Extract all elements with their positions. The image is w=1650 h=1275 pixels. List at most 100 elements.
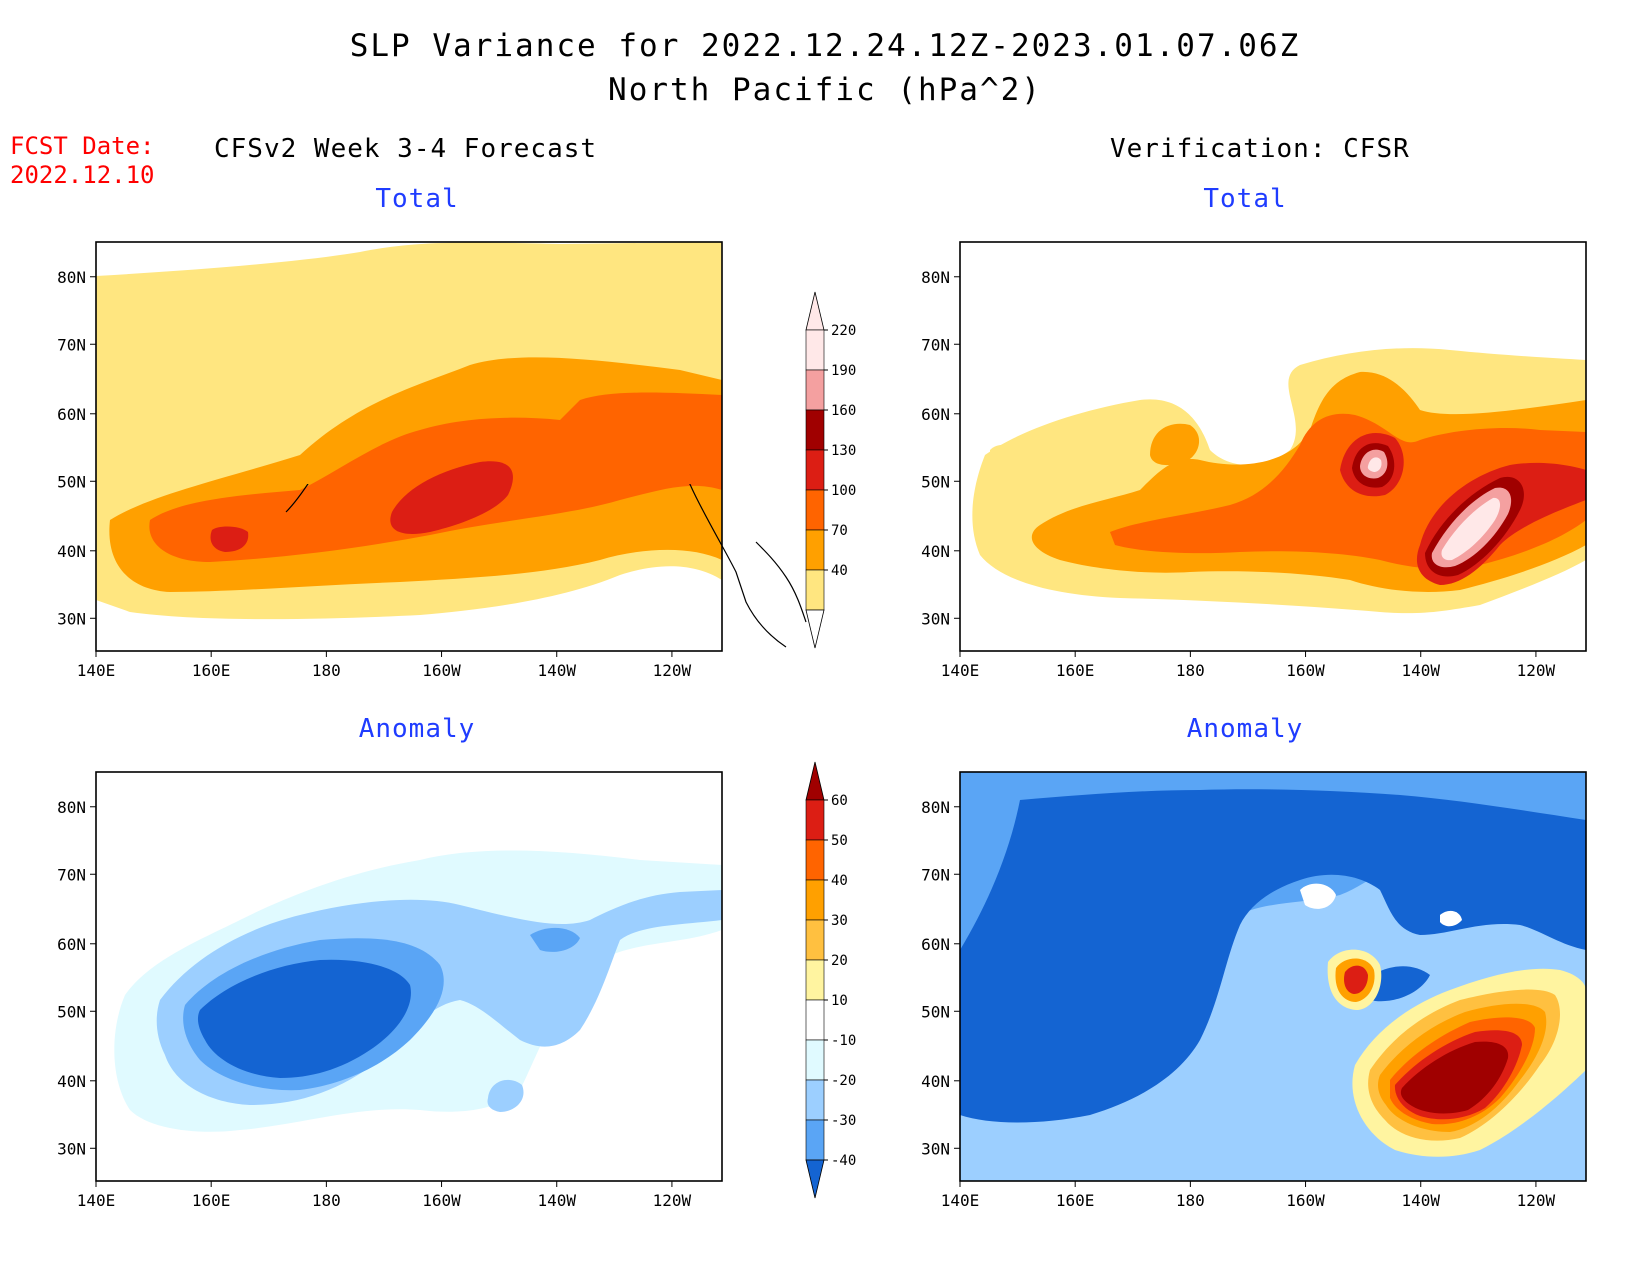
colorbar-total-label: 70 (831, 523, 848, 539)
lat-label: 60N (57, 935, 86, 954)
colorbar-anomaly-label: 40 (831, 873, 848, 889)
lon-label: 140E (77, 661, 116, 680)
lon-label: 140W (537, 661, 576, 680)
cbar-total-segment (805, 369, 825, 411)
lat-label: 30N (921, 609, 950, 628)
map-panel-bl: 80N 70N 60N 50N 40N 30N 140E 160E 180 160W 140W 120… (57, 771, 723, 1210)
coastline-tl (285, 484, 807, 648)
colorbar-total-label: 220 (831, 323, 856, 339)
lat-label: 50N (921, 472, 950, 491)
cbar-total-top-arrow (805, 291, 825, 331)
cbar-total-segment (805, 529, 825, 571)
colorbar-anomaly-label: -30 (831, 1113, 856, 1129)
lat-label: 40N (57, 542, 86, 561)
cbar-total-segment (805, 569, 825, 611)
colorbar-total-label: 100 (831, 483, 856, 499)
colorbar-total-label: 160 (831, 403, 856, 419)
colorbar-anomaly: 60 50 40 30 20 10 -10 -20 -30 -40 (805, 761, 856, 1199)
cbar-anom-top-arrow (805, 761, 825, 801)
cbar-anom-segment (805, 879, 825, 921)
lat-label: 50N (57, 472, 86, 491)
lat-label: 60N (57, 405, 86, 424)
map-frame-tr (959, 241, 1587, 652)
lat-label: 60N (921, 405, 950, 424)
cbar-anom-bottom-arrow (805, 1159, 825, 1199)
colorbar-anomaly-label: -10 (831, 1033, 856, 1049)
lat-label: 80N (57, 268, 86, 287)
verification-total-field (972, 348, 1586, 614)
cbar-anom-segment (805, 1119, 825, 1161)
lon-label: 180 (312, 661, 341, 680)
lat-label: 50N (57, 1002, 86, 1021)
lat-label: 60N (921, 935, 950, 954)
cbar-anom-segment (805, 1079, 825, 1121)
cbar-anom-segment (805, 999, 825, 1041)
cbar-total-segment (805, 489, 825, 531)
lon-label: 140W (537, 1191, 576, 1210)
lat-label: 80N (921, 268, 950, 287)
lat-label: 70N (921, 335, 950, 354)
lat-label: 40N (57, 1072, 86, 1091)
cbar-anom-segment (805, 1039, 825, 1081)
lon-label: 160E (192, 661, 231, 680)
cbar-anom-segment (805, 839, 825, 881)
lon-label: 140E (941, 1191, 980, 1210)
cbar-anom-segment (805, 799, 825, 841)
lon-label: 160W (1286, 661, 1325, 680)
cbar-total-segment (805, 449, 825, 491)
cbar-total-segment (805, 329, 825, 371)
forecast-anomaly-field (114, 850, 722, 1132)
verification-anomaly-field (960, 772, 1586, 1181)
lon-label: 160W (422, 661, 461, 680)
lat-label: 70N (921, 865, 950, 884)
lat-label: 30N (57, 1139, 86, 1158)
map-panel-tl: 80N 70N 60N 50N 40N 30N 140E 160E 180 160W 140W 120… (57, 241, 807, 680)
lat-label: 80N (921, 798, 950, 817)
map-frame-br (959, 771, 1587, 1182)
colorbar-anomaly-label: 10 (831, 993, 848, 1009)
lon-label: 140E (77, 1191, 116, 1210)
right-column-title: Verification: CFSR (1110, 134, 1410, 164)
lat-label: 40N (921, 1072, 950, 1091)
map-frames: 80N 70N 60N 50N 40N 30N 140E 160E 180 160W 140W 120… (57, 241, 1587, 1210)
lon-label: 140E (941, 661, 980, 680)
lat-label: 30N (921, 1139, 950, 1158)
colorbar-total-label: 40 (831, 563, 848, 579)
main-subtitle: North Pacific (hPa^2) (608, 72, 1042, 108)
cbar-anom-segment (805, 919, 825, 961)
map-frame-tl (95, 241, 723, 652)
lon-label: 180 (1176, 1191, 1205, 1210)
lon-label: 160E (1056, 661, 1095, 680)
lat-label: 70N (57, 335, 86, 354)
colorbar-anomaly-label: 60 (831, 793, 848, 809)
lat-label: 70N (57, 865, 86, 884)
colorbar-anomaly-label: -40 (831, 1153, 856, 1169)
lon-label: 120W (653, 1191, 692, 1210)
cbar-anom-segment (805, 959, 825, 1001)
panel-title-top-right: Total (1203, 184, 1287, 214)
lon-label: 160E (192, 1191, 231, 1210)
fcst-date-label: FCST Date: (10, 132, 155, 160)
colorbar-anomaly-label: -20 (831, 1073, 856, 1089)
main-title: SLP Variance for 2022.12.24.12Z-2023.01.… (349, 28, 1301, 64)
lon-label: 180 (1176, 661, 1205, 680)
lat-label: 40N (921, 542, 950, 561)
forecast-total-field (96, 242, 722, 620)
cbar-total-bottom-arrow (805, 609, 825, 649)
lat-label: 30N (57, 609, 86, 628)
lat-label: 80N (57, 798, 86, 817)
lon-label: 140W (1401, 1191, 1440, 1210)
colorbar-anomaly-label: 50 (831, 833, 848, 849)
colorbar-total-label: 130 (831, 443, 856, 459)
panel-title-top-left: Total (375, 184, 459, 214)
map-panel-br: 80N 70N 60N 50N 40N 30N 140E 160E 180 160W 140W 120… (921, 771, 1587, 1210)
left-column-title: CFSv2 Week 3-4 Forecast (214, 134, 598, 164)
colorbar-total-label: 190 (831, 363, 856, 379)
lat-label: 50N (921, 1002, 950, 1021)
lon-label: 120W (653, 661, 692, 680)
lon-label: 160E (1056, 1191, 1095, 1210)
colorbar-total: 220 190 160 130 100 70 40 (805, 291, 856, 649)
panel-title-bottom-right: Anomaly (1186, 714, 1304, 744)
lon-label: 140W (1401, 661, 1440, 680)
